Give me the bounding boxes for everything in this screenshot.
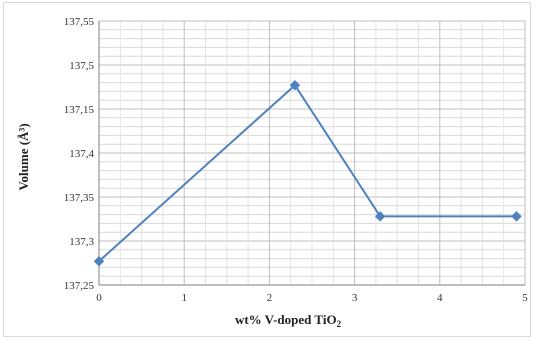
x-tick-labels: 0 1 2 3 4 5 — [96, 292, 528, 304]
x-tick-label: 1 — [181, 292, 187, 304]
y-tick-label: 137,3 — [69, 236, 94, 248]
x-tick-label: 5 — [522, 292, 528, 304]
x-axis-title-subscript: 2 — [337, 319, 342, 329]
series-line — [98, 83, 517, 262]
y-tick-labels: 137,25 137,3 137,35 137,4 137,15 137,5 137,55 — [64, 16, 95, 292]
x-tick-label: 4 — [437, 292, 443, 304]
line-chart: 137,25137,3137,35137,4137,15137,5137,55 … — [16, 16, 528, 329]
chart-frame: 137,25 137,3 137,35 137,4 137,15 137,5 137,55 … — [3, 2, 531, 337]
data-point-marker — [289, 80, 301, 91]
y-tick-label: 137,15 — [64, 104, 95, 116]
x-axis-title-main: wt% V-doped TiO — [235, 312, 337, 327]
data-point-marker — [511, 211, 522, 222]
y-axis-title: Volume (Å³) — [16, 123, 31, 190]
y-tick-label: 137,35 — [64, 192, 95, 204]
x-tick-label: 0 — [96, 292, 102, 304]
data-point-marker — [93, 256, 105, 267]
x-axis-title: wt% V-doped TiO2 — [235, 312, 342, 329]
data-point-marker — [374, 211, 386, 222]
y-tick-label: 137,5 — [69, 60, 94, 72]
x-tick-label: 2 — [267, 292, 273, 304]
grid — [98, 20, 526, 286]
y-tick-label: 137,25 — [64, 280, 95, 292]
y-tick-label: 137,4 — [69, 148, 94, 160]
y-tick-label: 137,55 — [64, 16, 95, 28]
x-tick-label: 3 — [352, 292, 358, 304]
axes — [98, 21, 525, 286]
series — [93, 80, 522, 267]
